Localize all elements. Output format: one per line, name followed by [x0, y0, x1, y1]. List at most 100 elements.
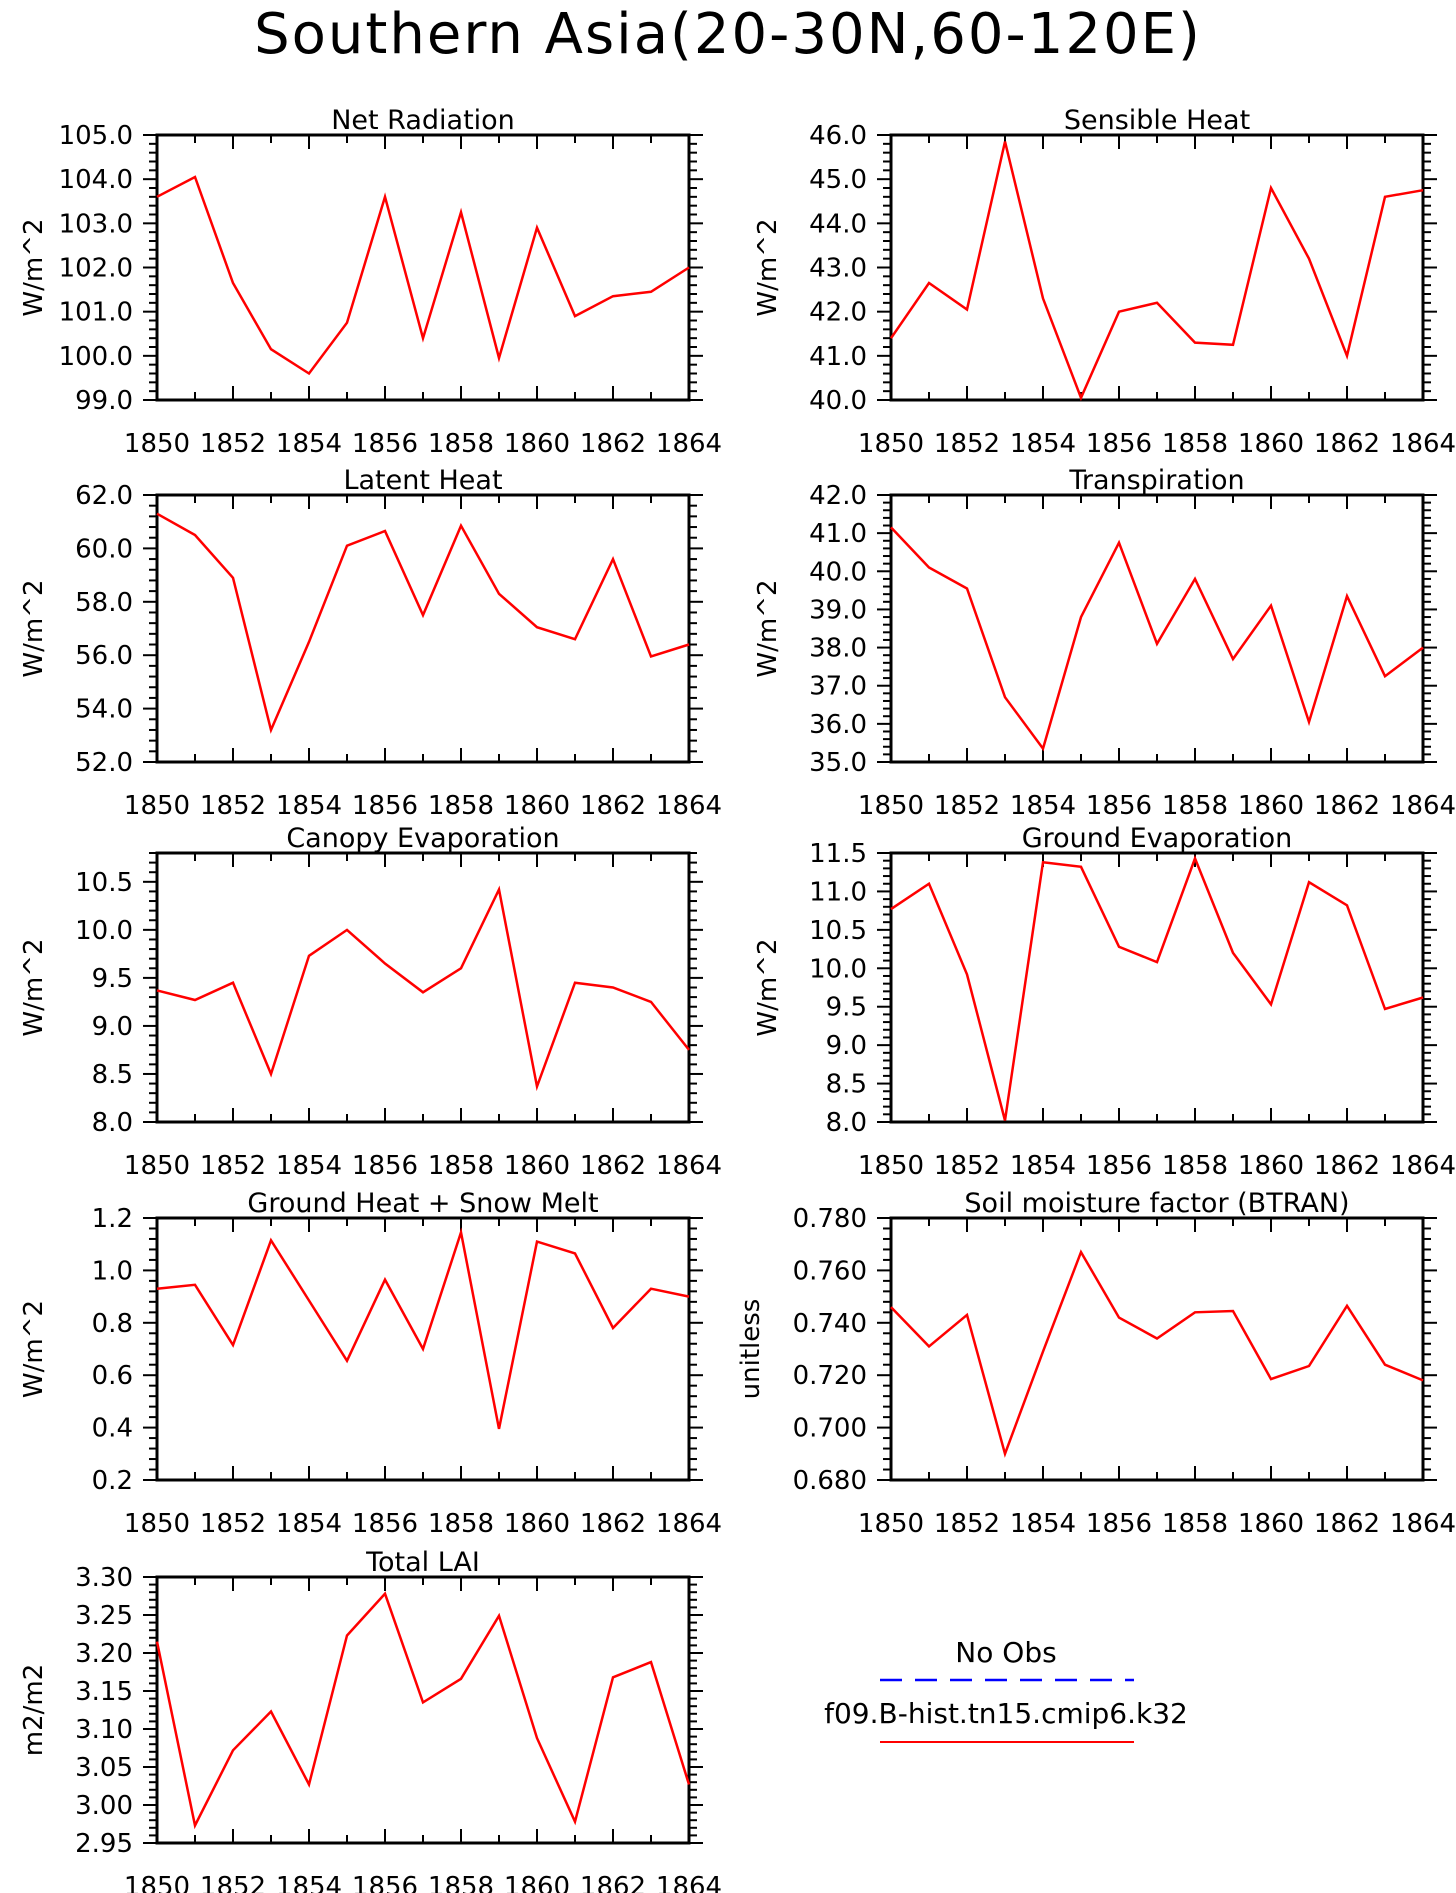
y-tick-label: 45.0	[809, 165, 867, 195]
x-tick-label: 1850	[124, 1872, 190, 1893]
x-tick-label: 1850	[124, 1151, 190, 1181]
x-tick-label: 1854	[276, 1151, 342, 1181]
y-tick-label: 43.0	[809, 254, 867, 284]
y-tick-label: 58.0	[75, 588, 133, 618]
x-tick-label: 1854	[276, 1872, 342, 1893]
x-tick-label: 1862	[1314, 791, 1380, 821]
x-tick-label: 1852	[934, 791, 1000, 821]
y-tick-label: 36.0	[809, 710, 867, 740]
y-tick-label: 52.0	[75, 748, 133, 778]
x-tick-label: 1862	[1314, 1151, 1380, 1181]
x-tick-label: 1864	[656, 1509, 722, 1539]
panel-title: Total LAI	[365, 1547, 480, 1578]
x-tick-label: 1852	[200, 1151, 266, 1181]
x-tick-label: 1852	[200, 1872, 266, 1893]
x-tick-label: 1858	[428, 1509, 494, 1539]
x-tick-label: 1850	[124, 791, 190, 821]
x-tick-label: 1852	[934, 429, 1000, 459]
series-line	[155, 1591, 691, 1830]
panel-title: Canopy Evaporation	[286, 823, 559, 854]
x-tick-label: 1864	[1390, 791, 1456, 821]
legend-label-model: f09.B-hist.tn15.cmip6.k32	[824, 1697, 1188, 1730]
y-tick-label: 102.0	[59, 254, 133, 284]
y-tick-label: 100.0	[59, 342, 133, 372]
y-tick-label: 3.10	[75, 1715, 133, 1745]
x-tick-label: 1854	[276, 1509, 342, 1539]
x-tick-label: 1850	[858, 429, 924, 459]
x-tick-label: 1858	[1162, 791, 1228, 821]
y-tick-label: 1.0	[92, 1256, 133, 1286]
y-tick-label: 54.0	[75, 695, 133, 725]
y-tick-label: 42.0	[809, 481, 867, 511]
x-tick-label: 1860	[1238, 1509, 1304, 1539]
x-tick-label: 1858	[428, 1151, 494, 1181]
y-tick-label: 9.0	[92, 1012, 133, 1042]
y-tick-label: 0.680	[793, 1466, 867, 1496]
x-tick-label: 1854	[1010, 429, 1076, 459]
chart-panel: 1850 1852 1854 1856 1858 1860 1862 1864 8.0 8.5 9.…	[753, 823, 1456, 1181]
y-tick-label: 3.20	[75, 1639, 133, 1669]
y-axis-label: m2/m2	[19, 1664, 49, 1757]
legend-label-obs: No Obs	[955, 1636, 1056, 1669]
plot-frame	[155, 1575, 691, 1845]
x-tick-label: 1862	[1314, 429, 1380, 459]
x-tick-label: 1862	[580, 429, 646, 459]
x-tick-label: 1852	[200, 791, 266, 821]
y-tick-label: 8.5	[826, 1070, 867, 1100]
y-axis-label: W/m^2	[19, 579, 49, 677]
chart-panel: 1850 1852 1854 1856 1858 1860 1862 1864 2.95 3.00…	[19, 1547, 722, 1893]
series-line	[889, 141, 1424, 402]
x-tick-label: 1862	[580, 1509, 646, 1539]
x-tick-label: 1854	[1010, 791, 1076, 821]
x-tick-label: 1854	[276, 791, 342, 821]
page-title: Southern Asia(20-30N,60-120E)	[254, 2, 1202, 67]
y-tick-label: 2.95	[75, 1829, 133, 1859]
plot-frame	[889, 493, 1425, 764]
y-tick-label: 10.0	[75, 916, 133, 946]
y-tick-label: 10.5	[75, 868, 133, 898]
y-tick-label: 41.0	[809, 342, 867, 372]
panels-layer: 1850 1852 1854 1856 1858 1860 1862 1864 99.0 100.…	[19, 105, 1456, 1893]
series-line	[156, 1227, 690, 1430]
panel-title: Soil moisture factor (BTRAN)	[964, 1188, 1349, 1219]
x-tick-label: 1858	[428, 1872, 494, 1893]
x-tick-label: 1860	[1238, 791, 1304, 821]
x-tick-label: 1858	[428, 429, 494, 459]
y-tick-label: 3.25	[75, 1601, 133, 1631]
x-tick-label: 1864	[656, 1872, 722, 1893]
x-tick-label: 1860	[1238, 429, 1304, 459]
x-tick-label: 1854	[276, 429, 342, 459]
plot-frame	[155, 493, 691, 764]
x-tick-label: 1860	[1238, 1151, 1304, 1181]
x-tick-label: 1850	[858, 1509, 924, 1539]
chart-panel: 1850 1852 1854 1856 1858 1860 1862 1864 0.680 0.7…	[736, 1188, 1456, 1539]
x-tick-label: 1864	[656, 1151, 722, 1181]
y-tick-label: 10.5	[809, 916, 867, 946]
y-tick-label: 37.0	[809, 672, 867, 702]
panel-title: Latent Heat	[343, 465, 502, 496]
x-tick-label: 1850	[858, 1151, 924, 1181]
y-tick-label: 3.00	[75, 1791, 133, 1821]
y-tick-label: 99.0	[75, 386, 133, 416]
chart-panel: 1850 1852 1854 1856 1858 1860 1862 1864 40.0 41.0…	[753, 105, 1456, 459]
x-tick-label: 1850	[124, 429, 190, 459]
x-tick-label: 1856	[1086, 1509, 1152, 1539]
series-line	[890, 1249, 1424, 1458]
y-tick-label: 104.0	[59, 165, 133, 195]
x-tick-label: 1864	[1390, 1151, 1456, 1181]
y-axis-label: unitless	[736, 1299, 766, 1400]
y-tick-label: 0.780	[793, 1204, 867, 1234]
y-tick-label: 1.2	[92, 1204, 133, 1234]
y-tick-label: 0.6	[92, 1361, 133, 1391]
plot-frame	[155, 133, 691, 402]
series-line	[156, 512, 690, 734]
x-tick-label: 1860	[504, 1509, 570, 1539]
y-axis-label: W/m^2	[753, 938, 783, 1036]
chart-panel: 1850 1852 1854 1856 1858 1860 1862 1864 35.0 36.0…	[753, 465, 1456, 821]
y-tick-label: 3.15	[75, 1677, 133, 1707]
legend: No Obs f09.B-hist.tn15.cmip6.k32	[824, 1636, 1188, 1743]
chart-panel: 1850 1852 1854 1856 1858 1860 1862 1864 0.2 0.4 0.…	[19, 1188, 722, 1539]
y-tick-label: 9.5	[92, 964, 133, 994]
x-tick-label: 1850	[124, 1509, 190, 1539]
